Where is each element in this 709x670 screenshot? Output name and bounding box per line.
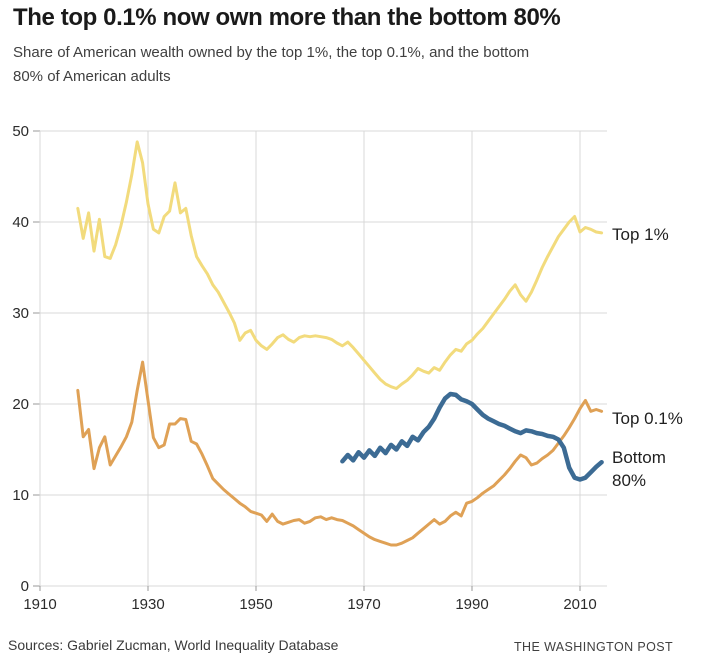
x-tick-label: 1950 [239, 596, 272, 613]
y-tick-label: 50 [12, 123, 29, 140]
y-tick-label: 30 [12, 305, 29, 322]
x-tick-label: 1970 [347, 596, 380, 613]
chart-title: The top 0.1% now own more than the botto… [13, 4, 561, 31]
series-label-bottom-80pct: Bottom 80% [612, 448, 666, 490]
series-line-top-1- [76, 140, 604, 390]
y-tick-label: 0 [21, 578, 29, 595]
y-tick-label: 10 [12, 487, 29, 504]
series-label-top-1pct: Top 1% [612, 225, 669, 244]
subtitle-line-2: 80% of American adults [13, 68, 171, 85]
x-tick-label: 2010 [563, 596, 596, 613]
subtitle-line-1: Share of American wealth owned by the to… [13, 44, 530, 61]
x-tick-label: 1910 [23, 596, 56, 613]
y-tick-label: 20 [12, 396, 29, 413]
source-note: Sources: Gabriel Zucman, World Inequalit… [8, 637, 339, 653]
x-tick-label: 1990 [455, 596, 488, 613]
series-line-top-0-1- [76, 360, 604, 547]
y-tick-label: 40 [12, 214, 29, 231]
series-line-bottom-80- [340, 391, 604, 482]
publisher-credit: THE WASHINGTON POST [514, 640, 673, 654]
chart-subtitle: Share of American wealth owned by the to… [13, 41, 529, 89]
series-label-top-0-1pct: Top 0.1% [612, 409, 683, 428]
x-tick-label: 1930 [131, 596, 164, 613]
